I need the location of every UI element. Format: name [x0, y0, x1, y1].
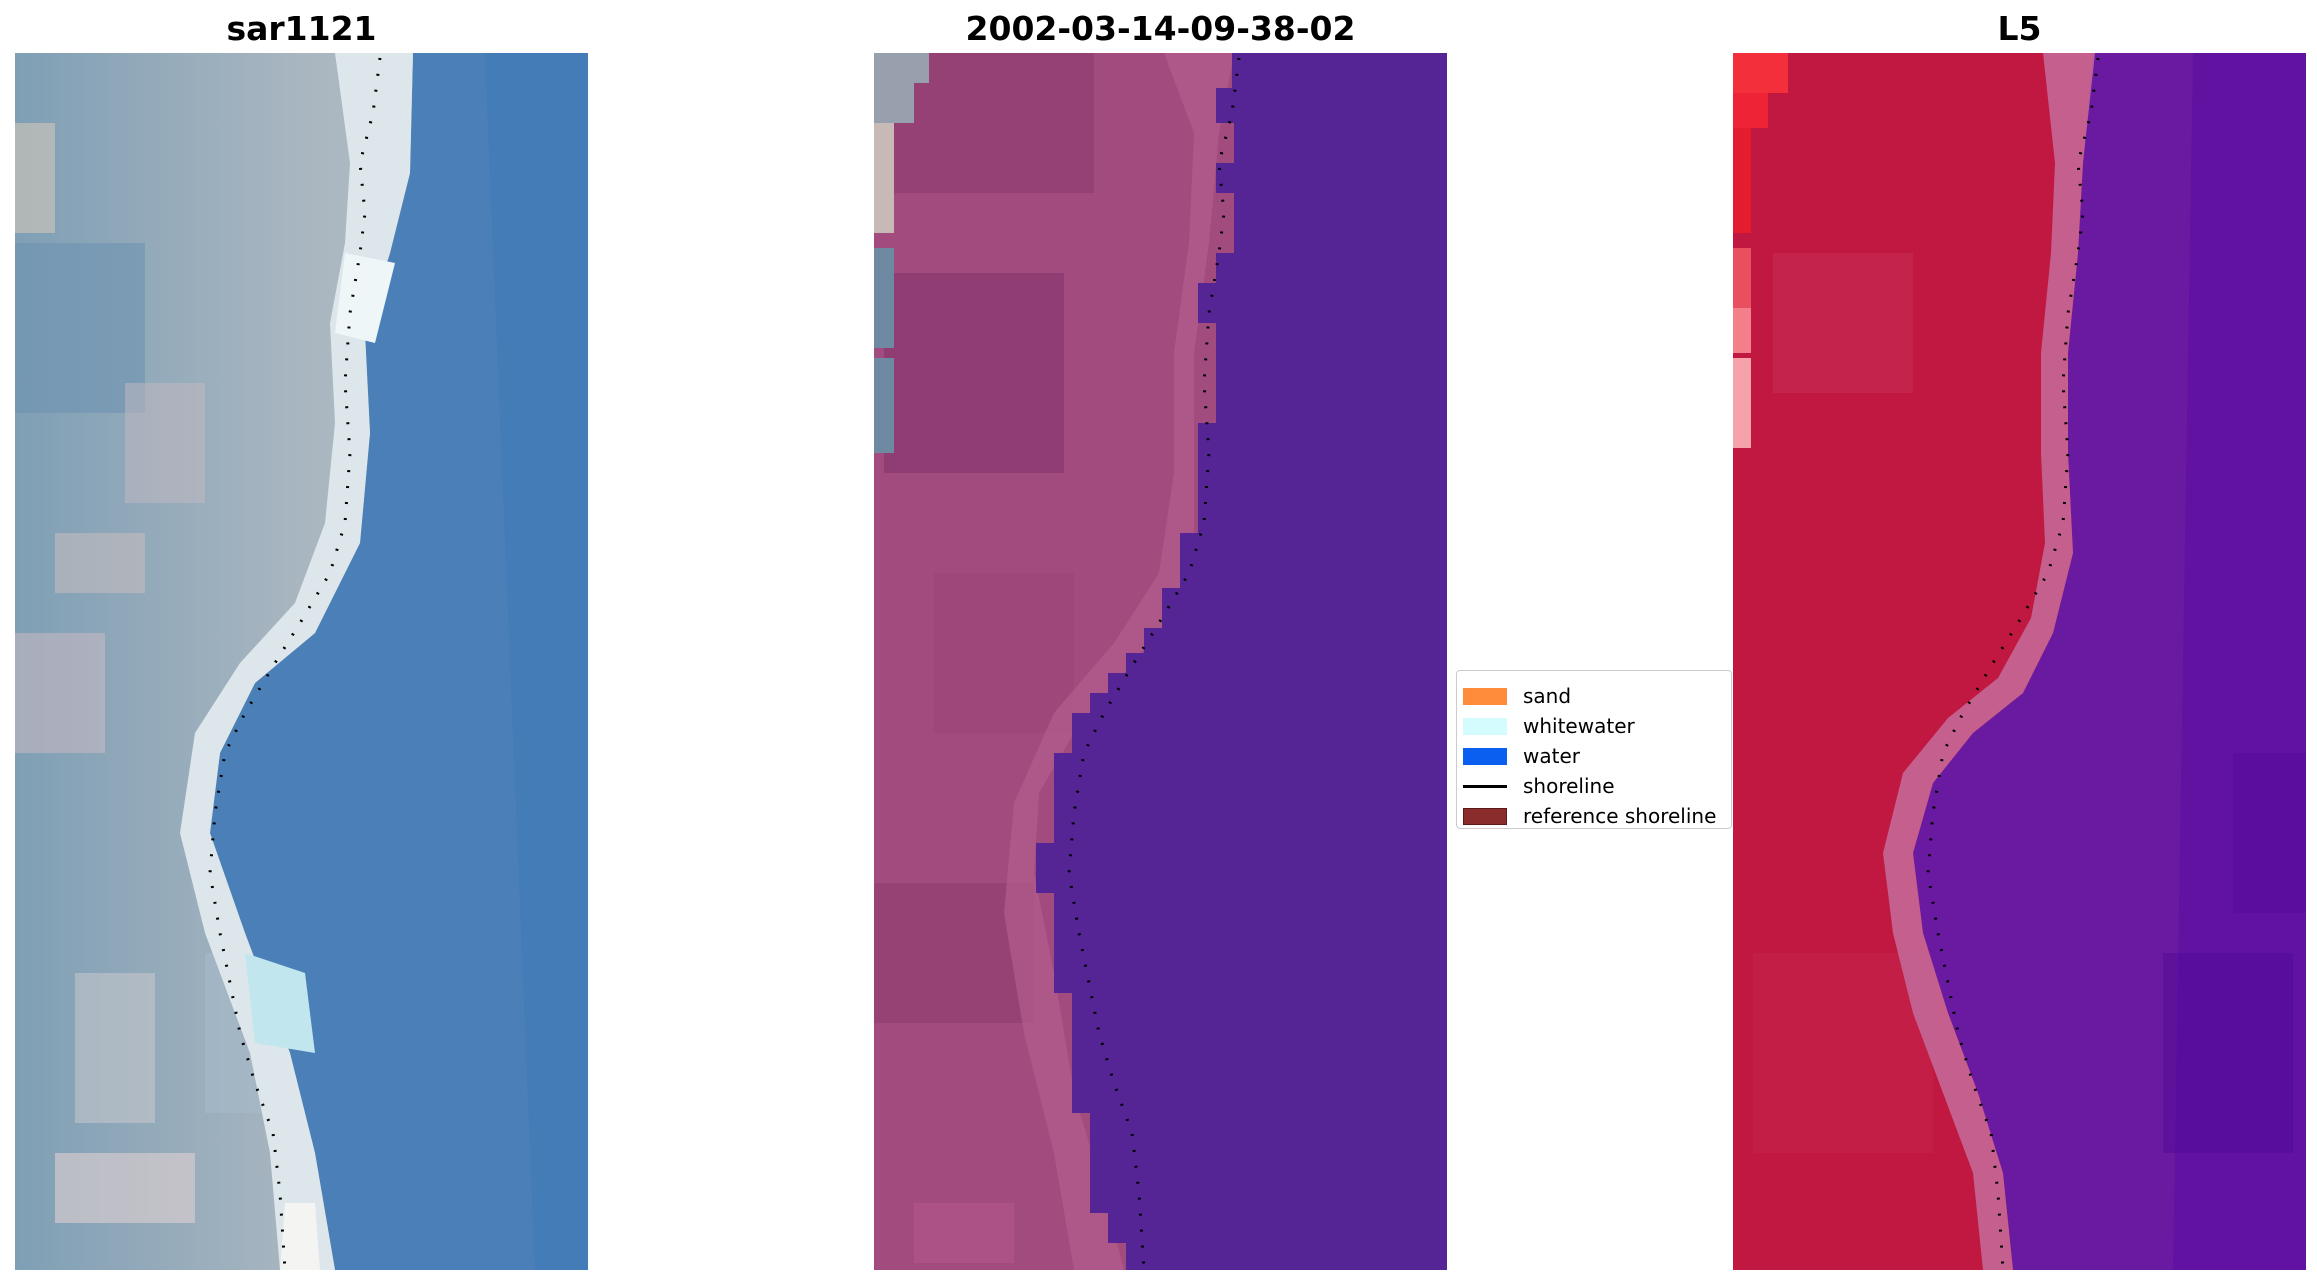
legend-label-shoreline: shoreline — [1523, 774, 1615, 798]
rgb-image-panel — [15, 53, 588, 1270]
legend-label-whitewater: whitewater — [1523, 714, 1635, 738]
shoreline-line-sample — [1463, 784, 1507, 788]
panel-title-date: 2002-03-14-09-38-02 — [965, 9, 1356, 48]
legend-item-whitewater: whitewater — [1463, 711, 1635, 741]
sand-swatch — [1463, 687, 1507, 705]
water-swatch — [1463, 747, 1507, 765]
classified-image-panel — [874, 53, 1447, 1270]
l5-image — [1733, 53, 2306, 1270]
legend-label-reference-shoreline: reference shoreline — [1523, 804, 1717, 828]
legend-item-shoreline: shoreline — [1463, 771, 1615, 801]
panel-title-l5: L5 — [1997, 9, 2042, 48]
classified-image — [874, 53, 1447, 1270]
panel-title-sar: sar1121 — [226, 9, 377, 48]
legend-item-sand: sand — [1463, 681, 1571, 711]
legend-label-water: water — [1523, 744, 1580, 768]
legend-label-sand: sand — [1523, 684, 1572, 708]
rgb-image — [15, 53, 588, 1270]
legend: sand whitewater water shoreline referenc… — [1456, 670, 1732, 829]
l5-image-panel — [1733, 53, 2306, 1270]
whitewater-swatch — [1463, 717, 1507, 735]
reference-shoreline-swatch — [1463, 807, 1507, 825]
legend-item-reference-shoreline: reference shoreline — [1463, 801, 1716, 831]
legend-item-water: water — [1463, 741, 1580, 771]
